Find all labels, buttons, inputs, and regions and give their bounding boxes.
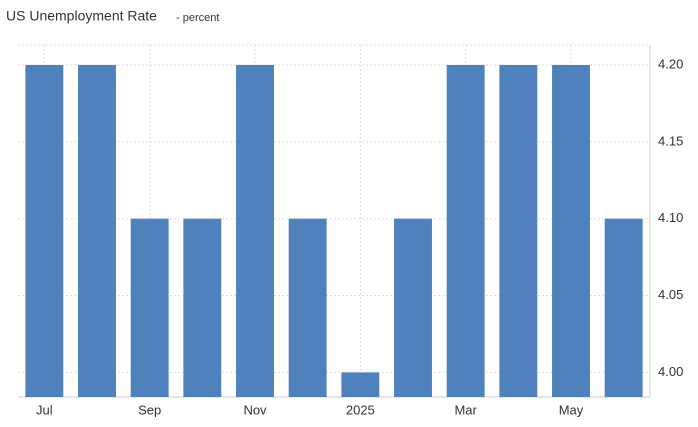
bar xyxy=(499,64,538,397)
bar xyxy=(552,64,590,397)
y-tick-label: 4.05 xyxy=(658,287,683,302)
chart-subtitle: - percent xyxy=(176,12,219,24)
bar xyxy=(236,64,274,397)
bar xyxy=(78,64,116,397)
bar xyxy=(288,218,327,397)
chart-title: US Unemployment Rate xyxy=(6,8,157,24)
x-tick-label: Jul xyxy=(36,402,53,417)
y-tick-label: 4.10 xyxy=(658,210,683,225)
x-tick-label: May xyxy=(559,402,584,417)
bar xyxy=(183,218,222,397)
x-tick-label: Sep xyxy=(138,402,161,417)
bar xyxy=(446,64,485,397)
bar xyxy=(604,218,643,397)
x-tick-label: Mar xyxy=(454,402,477,417)
x-tick-label: 2025 xyxy=(346,402,375,417)
bar xyxy=(25,64,64,397)
y-tick-label: 4.00 xyxy=(658,364,683,379)
bar xyxy=(130,218,169,397)
bar xyxy=(394,218,432,397)
bar xyxy=(341,372,380,397)
x-tick-label: Nov xyxy=(243,402,267,417)
y-tick-label: 4.15 xyxy=(658,133,683,148)
y-tick-label: 4.20 xyxy=(658,56,683,71)
